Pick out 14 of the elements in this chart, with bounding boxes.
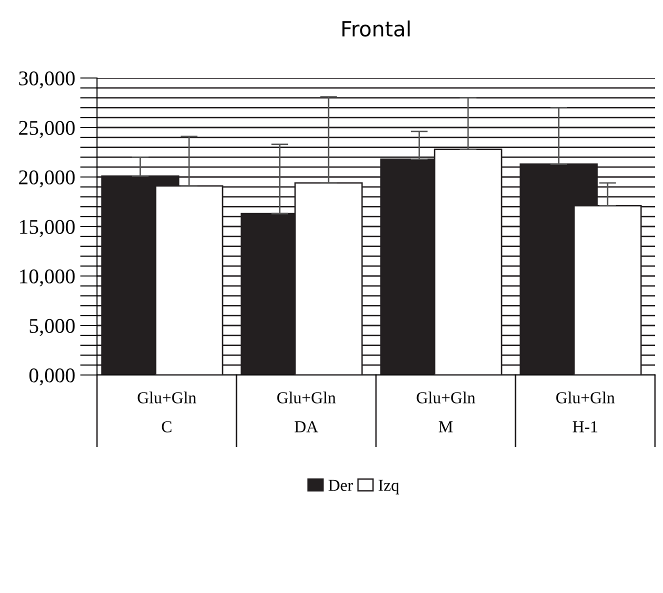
- y-tick-label: 0,000: [29, 368, 75, 386]
- x-tick-label: Glu+Gln H-1: [556, 392, 615, 432]
- y-tick-label: 25,000: [19, 120, 75, 138]
- legend-label: Izq: [378, 480, 400, 494]
- y-tick-label: 15,000: [20, 220, 75, 237]
- chart-title: Frontal: [342, 20, 410, 37]
- y-tick-label: 10,000: [20, 269, 75, 286]
- legend-label: Der: [328, 480, 353, 491]
- y-tick-label: 5,000: [30, 318, 75, 336]
- x-tick-label: Glu+Gln DA: [277, 392, 336, 432]
- y-tick-label: 20,000: [19, 170, 75, 188]
- x-tick-label: Glu+Gln M: [416, 392, 476, 432]
- y-tick-label: 30,000: [19, 71, 75, 88]
- x-tick-label: Glu+Gln C: [138, 392, 196, 432]
